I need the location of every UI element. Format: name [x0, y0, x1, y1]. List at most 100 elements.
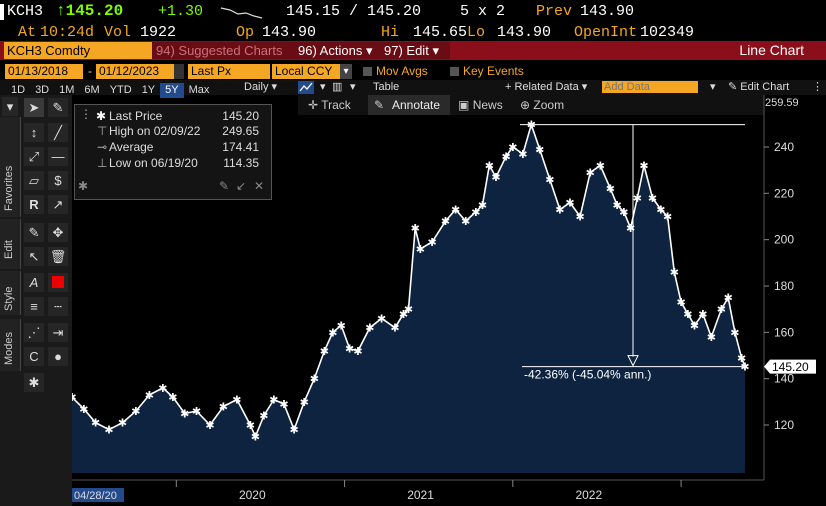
- period-button-ytd[interactable]: YTD: [109, 84, 132, 96]
- legend-grip-icon: ⋮: [80, 107, 92, 121]
- ray-icon[interactable]: ⤢: [24, 147, 44, 166]
- last-price-tag: [764, 359, 816, 374]
- period-button-6m[interactable]: 6M: [84, 84, 100, 96]
- security-field[interactable]: KCH3 Comdty: [4, 42, 167, 59]
- ticker: KCH3: [7, 3, 44, 20]
- data-point-23: ✱: [328, 327, 337, 339]
- start-date-input[interactable]: 01/13/2018: [5, 64, 83, 79]
- data-point-44: ✱: [518, 149, 527, 161]
- price-chart[interactable]: ✱✱✱✱✱✱✱✱✱ ✱✱✱✱✱✱✱✱ ✱✱✱✱✱✱✱✱ ✱✱✱✱✱✱✱✱✱✱✱✱✱✱✱…: [72, 95, 826, 506]
- data-point-5: ✱: [131, 406, 140, 418]
- gear-icon[interactable]: ✱: [78, 179, 89, 193]
- percent-line-icon[interactable]: ↕: [24, 123, 44, 142]
- edit-chart-button[interactable]: ✎ Edit Chart: [728, 80, 789, 95]
- draw-icon[interactable]: ✎: [24, 223, 44, 242]
- frequency-select[interactable]: Daily ▾: [244, 80, 277, 95]
- zoom-button[interactable]: ⊕ Zoom: [520, 98, 564, 112]
- data-point-66: ✱: [698, 309, 707, 321]
- font-style-icon[interactable]: A: [24, 273, 44, 292]
- pin-icon[interactable]: ✎: [219, 179, 230, 193]
- end-date-input[interactable]: 01/12/2023: [96, 64, 178, 79]
- regression-icon[interactable]: R: [24, 195, 44, 214]
- line-style-icon[interactable]: ┄: [48, 297, 68, 316]
- suggested-charts-button[interactable]: 94) Suggested Charts: [152, 42, 294, 59]
- data-point-18: ✱: [279, 399, 288, 411]
- line-weight-icon[interactable]: ≡: [24, 297, 44, 316]
- data-point-9: ✱: [180, 408, 189, 420]
- bar-chart-icon[interactable]: ▥: [332, 81, 343, 93]
- bar-style-chevron-icon[interactable]: ▾: [350, 81, 356, 93]
- tab-favorites[interactable]: Favorites: [0, 117, 21, 217]
- gear-icon[interactable]: ✱: [24, 373, 44, 392]
- menu-dots-icon[interactable]: ⋮: [812, 81, 823, 93]
- line-chart-icon[interactable]: [298, 81, 314, 94]
- currency-select[interactable]: Local CCY: [272, 64, 342, 79]
- data-point-60: ✱: [656, 205, 665, 217]
- select-move-icon[interactable]: ↖: [24, 247, 44, 266]
- data-point-43: ✱: [508, 142, 517, 154]
- dropdown-arrow-icon: ▾: [432, 43, 439, 58]
- key-events-checkbox[interactable]: [450, 67, 459, 76]
- color-swatch-icon[interactable]: [48, 273, 68, 292]
- channel-icon[interactable]: ▱: [24, 171, 44, 190]
- tab-edit-label: Edit: [3, 240, 15, 259]
- pen-tool-icon[interactable]: ✎: [48, 98, 68, 117]
- period-button-3d[interactable]: 3D: [35, 84, 50, 96]
- tab-style[interactable]: Style: [0, 271, 21, 315]
- related-data-menu[interactable]: + Related Data ▾: [505, 80, 587, 95]
- data-point-46: ✱: [535, 144, 544, 156]
- chevron-down-icon: ▾: [271, 81, 278, 93]
- data-point-16: ✱: [259, 411, 268, 423]
- period-button-1d[interactable]: 1D: [11, 84, 26, 96]
- trendline-icon[interactable]: ╱: [48, 123, 68, 142]
- add-data-input[interactable]: [602, 81, 698, 93]
- period-button-1y[interactable]: 1Y: [141, 84, 156, 96]
- collapse-panel-icon[interactable]: ▾: [2, 97, 18, 116]
- y-tick-label-200: 200: [774, 233, 794, 247]
- arrow-tool-icon[interactable]: ↗: [48, 195, 68, 214]
- calendar-icon[interactable]: [174, 64, 184, 79]
- data-point-39: ✱: [478, 200, 487, 212]
- data-point-49: ✱: [565, 198, 574, 210]
- legend-average-label: Average: [109, 140, 154, 154]
- tab-edit[interactable]: Edit: [0, 219, 21, 269]
- period-button-max[interactable]: Max: [188, 84, 210, 96]
- dashed-line-icon[interactable]: ⋰: [24, 323, 44, 342]
- chevron-down-icon[interactable]: ▾: [340, 64, 352, 79]
- hline-icon[interactable]: —: [48, 147, 68, 166]
- magnet-icon[interactable]: C: [24, 347, 44, 366]
- pointer-icon[interactable]: ➤: [24, 98, 44, 117]
- period-button-1m[interactable]: 1M: [59, 84, 75, 96]
- data-point-2: ✱: [91, 418, 100, 430]
- table-button[interactable]: Table: [373, 81, 400, 93]
- hi-value: 145.65: [413, 24, 468, 41]
- snap-icon[interactable]: ⇥: [48, 323, 68, 342]
- field-select[interactable]: Last Px: [188, 64, 270, 79]
- annotation-label: -42.36% (-45.04% ann.): [524, 368, 651, 382]
- x-tick-label-2020: 2020: [239, 488, 266, 502]
- data-point-22: ✱: [320, 346, 329, 358]
- data-point-56: ✱: [626, 223, 635, 235]
- close-icon[interactable]: ✕: [254, 179, 265, 193]
- data-point-26: ✱: [353, 346, 362, 358]
- trash-icon[interactable]: 🗑: [48, 247, 68, 266]
- palette-icon[interactable]: ●: [48, 347, 68, 366]
- annotate-button[interactable]: ✎ Annotate: [368, 95, 450, 115]
- edit-menu[interactable]: 97) Edit ▾: [380, 42, 450, 59]
- minimize-icon[interactable]: ↙: [236, 179, 247, 193]
- data-point-27: ✱: [365, 323, 374, 335]
- data-point-29: ✱: [390, 323, 399, 335]
- tree-line-icon: ⊥: [97, 156, 108, 170]
- chevron-down-icon[interactable]: ▾: [710, 81, 716, 93]
- tab-modes[interactable]: Modes: [0, 319, 21, 371]
- chart-style-chevron-icon[interactable]: ▾: [320, 81, 326, 93]
- period-button-5y[interactable]: 5Y: [160, 83, 184, 98]
- news-button[interactable]: ▣ News: [458, 98, 503, 112]
- data-point-71: ✱: [737, 353, 746, 365]
- move-icon[interactable]: ✥: [48, 223, 68, 242]
- track-button[interactable]: ✛ Track: [308, 98, 351, 112]
- price-range-icon[interactable]: $: [48, 171, 68, 190]
- mov-avgs-checkbox[interactable]: [363, 67, 372, 76]
- actions-menu[interactable]: 96) Actions ▾: [294, 42, 380, 59]
- legend-low-value: 114.35: [223, 156, 259, 170]
